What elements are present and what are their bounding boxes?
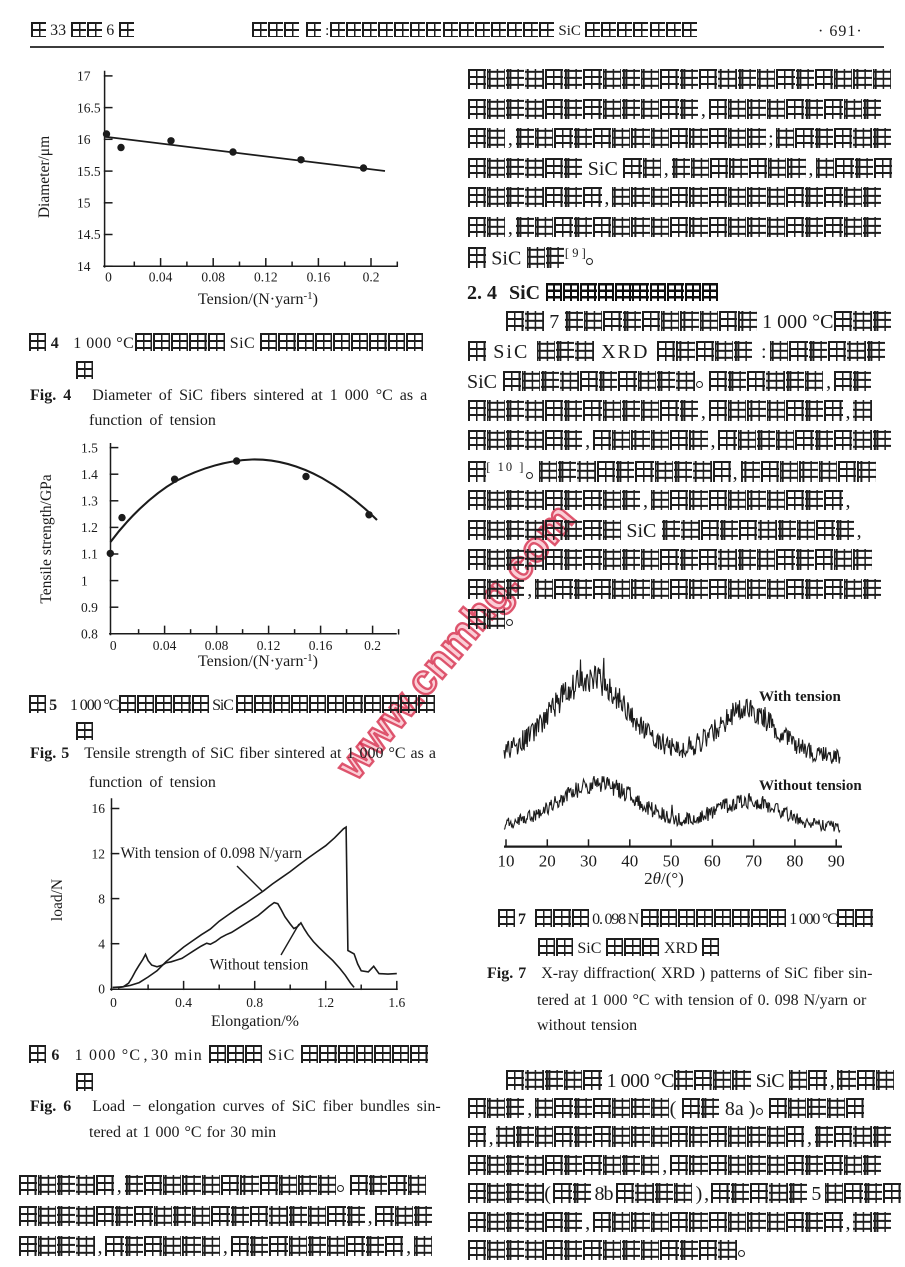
svg-text:Tensile strength/GPa: Tensile strength/GPa — [38, 474, 55, 603]
svg-text:1.3: 1.3 — [81, 494, 98, 509]
svg-text:0.04: 0.04 — [153, 638, 177, 653]
svg-text:80: 80 — [786, 852, 803, 871]
svg-text:Elongation/%: Elongation/% — [211, 1013, 299, 1030]
svg-text:0.08: 0.08 — [205, 638, 229, 653]
svg-text:With tension of 0.098 N/yarn: With tension of 0.098 N/yarn — [121, 845, 303, 862]
svg-text:1.2: 1.2 — [317, 995, 334, 1010]
svg-text:16.5: 16.5 — [77, 100, 101, 115]
svg-text:0: 0 — [98, 982, 105, 997]
svg-text:0: 0 — [105, 270, 112, 285]
svg-text:0.08: 0.08 — [201, 270, 225, 285]
svg-text:0.8: 0.8 — [246, 995, 263, 1010]
svg-text:0.9: 0.9 — [81, 600, 98, 615]
svg-text:4: 4 — [98, 936, 105, 951]
svg-text:0.8: 0.8 — [81, 627, 98, 642]
svg-text:17: 17 — [77, 69, 91, 84]
svg-text:0.4: 0.4 — [175, 995, 192, 1010]
svg-text:Tension/(N·yarn-1): Tension/(N·yarn-1) — [198, 652, 318, 670]
svg-text:2θ/(°): 2θ/(°) — [644, 869, 684, 888]
svg-text:16: 16 — [77, 132, 91, 147]
svg-text:30: 30 — [580, 852, 597, 871]
svg-text:Diameter/μm: Diameter/μm — [36, 136, 53, 218]
svg-text:0: 0 — [110, 995, 117, 1010]
svg-text:16: 16 — [92, 801, 106, 816]
svg-text:0.04: 0.04 — [149, 270, 173, 285]
svg-text:0.16: 0.16 — [307, 270, 331, 285]
svg-text:0.16: 0.16 — [309, 638, 333, 653]
svg-text:20: 20 — [539, 852, 556, 871]
svg-text:70: 70 — [745, 852, 762, 871]
svg-text:0.2: 0.2 — [364, 638, 381, 653]
svg-text:0.2: 0.2 — [363, 270, 380, 285]
svg-text:Without tension: Without tension — [210, 957, 309, 974]
svg-text:40: 40 — [621, 852, 638, 871]
svg-text:15: 15 — [77, 196, 91, 211]
svg-text:1.4: 1.4 — [81, 467, 98, 482]
svg-text:Tension/(N·yarn-1): Tension/(N·yarn-1) — [198, 290, 318, 308]
svg-text:1.6: 1.6 — [388, 995, 405, 1010]
svg-text:8: 8 — [98, 891, 105, 906]
svg-text:0: 0 — [110, 638, 117, 653]
svg-text:60: 60 — [704, 852, 721, 871]
svg-text:load/N: load/N — [49, 879, 66, 921]
svg-text:14.5: 14.5 — [77, 227, 101, 242]
svg-text:1.2: 1.2 — [81, 520, 98, 535]
svg-text:1.1: 1.1 — [81, 547, 98, 562]
svg-text:12: 12 — [92, 846, 106, 861]
svg-text:0.12: 0.12 — [254, 270, 278, 285]
svg-text:10: 10 — [498, 852, 515, 871]
svg-text:With tension: With tension — [759, 689, 841, 705]
svg-text:14: 14 — [77, 259, 91, 274]
svg-text:1: 1 — [81, 573, 88, 588]
svg-text:50: 50 — [663, 852, 680, 871]
svg-text:Without tension: Without tension — [759, 778, 862, 794]
svg-text:1.5: 1.5 — [81, 440, 98, 455]
svg-text:90: 90 — [828, 852, 845, 871]
svg-text:0.12: 0.12 — [257, 638, 281, 653]
svg-text:15.5: 15.5 — [77, 164, 101, 179]
